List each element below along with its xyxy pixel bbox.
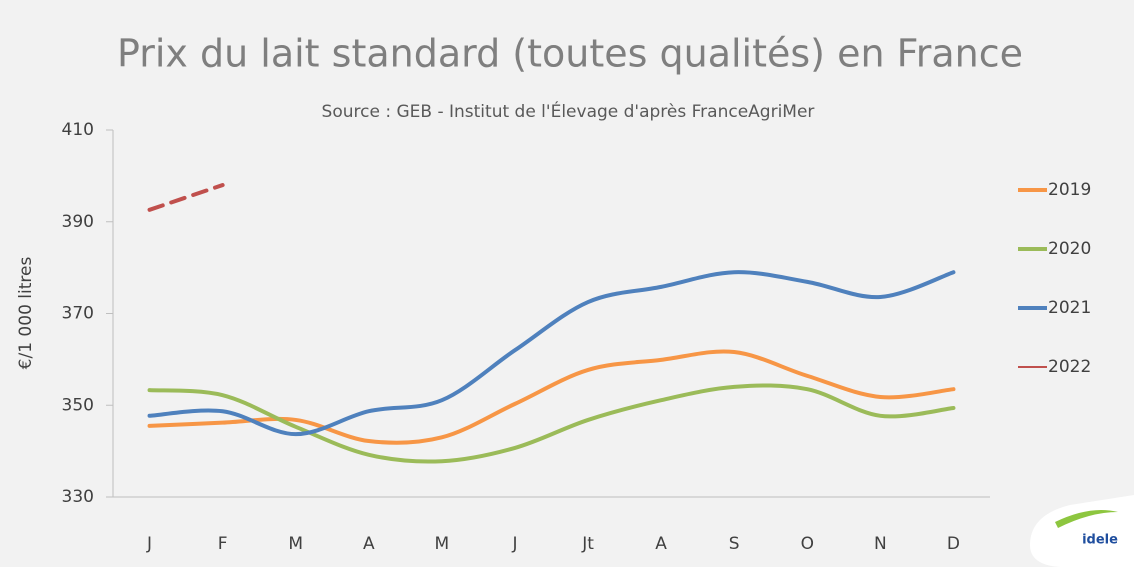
x-tick-label: M xyxy=(288,534,303,554)
legend-label: 2020 xyxy=(1048,239,1091,259)
x-tick-label: D xyxy=(947,534,960,554)
series-line xyxy=(147,383,956,464)
chart-subtitle: Source : GEB - Institut de l'Élevage d'a… xyxy=(322,100,815,122)
x-tick-label: J xyxy=(146,534,152,554)
x-tick-label: F xyxy=(218,534,228,554)
x-tick-label: S xyxy=(729,534,740,554)
series-line xyxy=(147,270,956,437)
legend-label: 2022 xyxy=(1048,357,1091,377)
x-tick-label: O xyxy=(801,534,814,554)
y-tick-label: 390 xyxy=(62,212,94,232)
logo-text: idele xyxy=(1082,533,1118,548)
logo-background xyxy=(1030,495,1134,567)
series-line xyxy=(147,183,225,212)
x-tick-label: A xyxy=(363,534,375,554)
legend-label: 2019 xyxy=(1048,180,1091,200)
x-tick-label: N xyxy=(874,534,887,554)
chart-title: Prix du lait standard (toutes qualités) … xyxy=(117,32,1023,76)
x-tick-label: Jt xyxy=(581,534,594,554)
x-tick-label: A xyxy=(655,534,667,554)
legend-label: 2021 xyxy=(1048,298,1091,318)
series-line xyxy=(147,349,956,445)
y-tick-label: 410 xyxy=(62,120,94,140)
y-tick-label: 330 xyxy=(62,487,94,507)
y-axis-label: €/1 000 litres xyxy=(16,257,36,370)
x-tick-label: M xyxy=(435,534,450,554)
x-tick-label: J xyxy=(511,534,517,554)
y-tick-label: 370 xyxy=(62,304,94,324)
logo: idele xyxy=(1030,495,1134,567)
logo-swoosh xyxy=(1055,509,1118,528)
y-tick-label: 350 xyxy=(62,395,94,415)
